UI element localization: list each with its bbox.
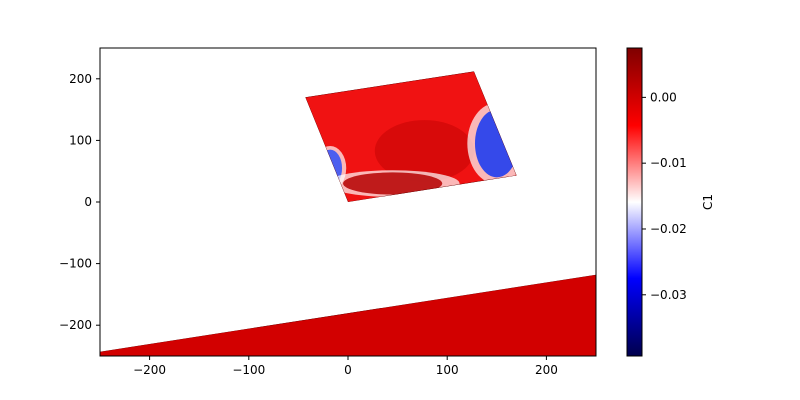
region-fill (100, 274, 596, 356)
y-axis-ticks: 200 100 0 −100 −200 (59, 72, 100, 332)
region-feature-patch (343, 172, 443, 195)
x-axis-ticks: −200 −100 0 100 200 (133, 356, 558, 377)
colorbar-frame (626, 47, 643, 357)
colorbar-ticks: 0.00 −0.01 −0.02 −0.03 (642, 90, 687, 302)
y-tick-label: −100 (59, 257, 92, 271)
region-feature-patch (474, 109, 517, 178)
colorbar-tick-label: −0.03 (650, 288, 687, 302)
colorbar-tick-label: 0.00 (650, 90, 677, 104)
heatmap-regions (100, 71, 596, 356)
region-lower-band (100, 274, 596, 356)
y-tick-label: 100 (69, 133, 92, 147)
y-tick-label: 200 (69, 72, 92, 86)
region-feature-patch (318, 149, 343, 187)
x-tick-label: 200 (535, 363, 558, 377)
y-tick-label: 0 (84, 195, 92, 209)
x-tick-label: 0 (344, 363, 352, 377)
y-tick-label: −200 (59, 318, 92, 332)
colorbar-tick-label: −0.01 (650, 156, 687, 170)
colorbar-tick-label: −0.02 (650, 222, 687, 236)
x-tick-label: 100 (436, 363, 459, 377)
x-tick-label: −100 (232, 363, 265, 377)
region-upper-plate (305, 71, 517, 203)
colorbar-fill (627, 48, 642, 356)
region-feature-ellipse (374, 120, 474, 182)
colorbar-label: C1 (701, 194, 715, 210)
x-tick-label: −200 (133, 363, 166, 377)
